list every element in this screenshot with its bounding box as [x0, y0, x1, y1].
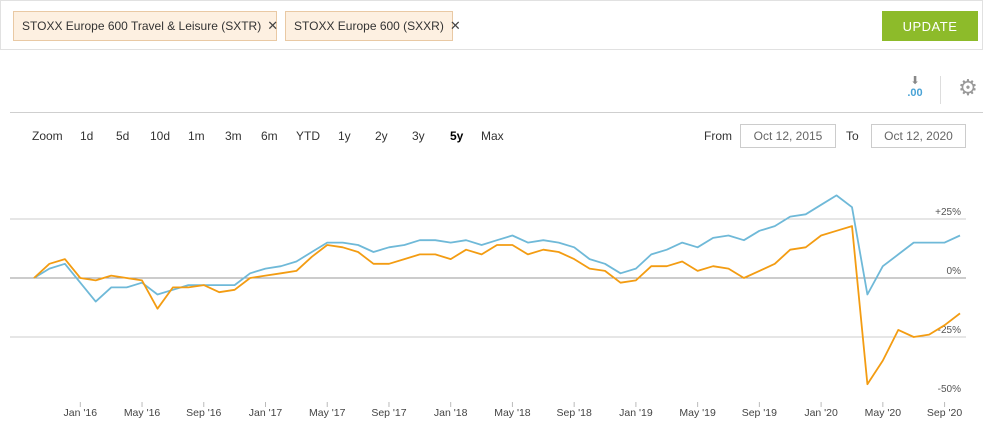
zoom-button-ytd[interactable]: YTD: [296, 129, 320, 143]
to-date-input[interactable]: [871, 124, 966, 148]
zoom-button-3y[interactable]: 3y: [412, 129, 425, 143]
zoom-button-6m[interactable]: 6m: [261, 129, 278, 143]
y-tick-label: +25%: [935, 207, 961, 218]
x-tick-label: Sep '18: [557, 407, 592, 419]
y-tick-label: -50%: [938, 384, 961, 395]
x-tick-label: May '17: [309, 407, 346, 419]
zoom-button-3m[interactable]: 3m: [225, 129, 242, 143]
series-chip-label: STOXX Europe 600 Travel & Leisure (SXTR): [22, 19, 262, 33]
remove-icon[interactable]: ✕: [267, 18, 279, 33]
x-tick-label: Sep '19: [742, 407, 777, 419]
zoom-label: Zoom: [32, 129, 63, 143]
zoom-button-1y[interactable]: 1y: [338, 129, 351, 143]
chart-panel: Zoom 1d 5d 10d 1m 3m 6m YTD 1y 2y 3y 5y …: [10, 112, 983, 436]
x-tick-label: Sep '20: [927, 407, 962, 419]
performance-chart: +25% 0% -25% -50% Jan '16 May '16 Sep '16 Jan '…: [10, 194, 966, 419]
toolbar-divider: [940, 76, 941, 104]
x-tick-label: Jan '20: [804, 407, 838, 419]
y-tick-label: -25%: [938, 325, 961, 336]
remove-icon[interactable]: ✕: [449, 18, 461, 33]
x-tick-label: May '16: [124, 407, 161, 419]
y-tick-label: 0%: [947, 266, 962, 277]
x-tick-label: Sep '17: [371, 407, 406, 419]
x-tick-label: Jan '16: [64, 407, 98, 419]
from-date-input[interactable]: [740, 124, 836, 148]
series-line-sxxr: [33, 194, 961, 303]
zoom-button-2y[interactable]: 2y: [375, 129, 388, 143]
series-chip-sxxr[interactable]: STOXX Europe 600 (SXXR) ✕: [285, 11, 461, 41]
download-icon[interactable]: ⬇ .00: [904, 76, 926, 102]
x-tick-label: May '20: [865, 407, 902, 419]
chart-toolbar: ⬇ .00 ⚙: [0, 70, 983, 110]
zoom-button-max[interactable]: Max: [481, 129, 504, 143]
download-arrow-icon: ⬇: [910, 75, 920, 87]
x-tick-label: Jan '17: [249, 407, 283, 419]
zoom-button-5d[interactable]: 5d: [116, 129, 130, 143]
x-tick-label: Jan '19: [619, 407, 653, 419]
zoom-button-1m[interactable]: 1m: [188, 129, 205, 143]
x-tick-label: May '18: [494, 407, 531, 419]
zoom-button-5y[interactable]: 5y: [450, 129, 464, 143]
x-tick-label: May '19: [679, 407, 716, 419]
zoom-button-10d[interactable]: 10d: [150, 129, 171, 143]
x-tick-label: Sep '16: [186, 407, 221, 419]
filter-bar: STOXX Europe 600 Travel & Leisure (SXTR)…: [0, 0, 983, 50]
series-line-sxtr: [33, 225, 961, 386]
update-button[interactable]: UPDATE: [882, 11, 978, 41]
range-selector: Zoom 1d 5d 10d 1m 3m 6m YTD 1y 2y 3y 5y …: [10, 113, 983, 157]
series-chip-sxtr[interactable]: STOXX Europe 600 Travel & Leisure (SXTR)…: [13, 11, 279, 41]
series-chip-label: STOXX Europe 600 (SXXR): [294, 19, 444, 33]
x-tick-label: Jan '18: [434, 407, 468, 419]
to-label: To: [846, 129, 859, 143]
gear-icon[interactable]: ⚙: [958, 75, 978, 100]
zoom-button-1d[interactable]: 1d: [80, 129, 94, 143]
from-label: From: [704, 129, 732, 143]
download-label: .00: [907, 87, 923, 99]
